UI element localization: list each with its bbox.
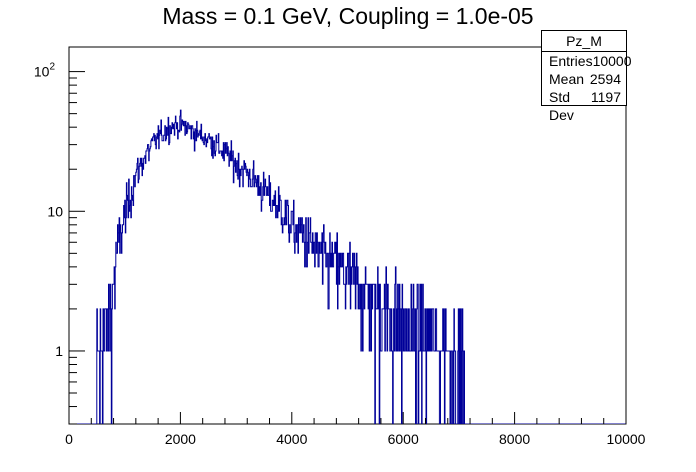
stats-row-entries: Entries 10000	[542, 52, 632, 70]
y-tick-label: 1	[55, 343, 63, 359]
stats-box: Pz_M Entries 10000 Mean 2594 Std Dev 119…	[541, 30, 632, 123]
stats-row-stddev: Std Dev 1197	[542, 88, 626, 123]
mean-value: 2594	[589, 71, 621, 87]
stddev-label: Std Dev	[549, 89, 574, 123]
x-tick-label: 0	[65, 431, 73, 447]
chart-title: Mass = 0.1 GeV, Coupling = 1.0e-05	[162, 3, 534, 29]
plot-frame	[68, 46, 627, 425]
stddev-value: 1197	[590, 89, 621, 105]
x-tick-label: 10000	[607, 431, 646, 447]
entries-value: 10000	[592, 53, 632, 69]
x-tick-label: 6000	[388, 431, 419, 447]
y-tick-exponent: 2	[49, 62, 55, 73]
axes: 0 2000 4000 6000 8000 10000 1 10 102	[34, 62, 646, 447]
x-tick-label: 8000	[499, 431, 530, 447]
y-tick-label: 10	[47, 203, 63, 219]
histogram-line	[69, 109, 626, 424]
x-tick-label: 2000	[165, 431, 196, 447]
stats-title: Pz_M	[542, 31, 626, 52]
mean-label: Mean	[549, 71, 585, 87]
histogram-bars	[69, 109, 626, 424]
stats-row-mean: Mean 2594	[542, 70, 626, 88]
y-tick-label: 102	[34, 62, 56, 80]
x-tick-label: 4000	[276, 431, 307, 447]
entries-label: Entries	[549, 53, 593, 69]
